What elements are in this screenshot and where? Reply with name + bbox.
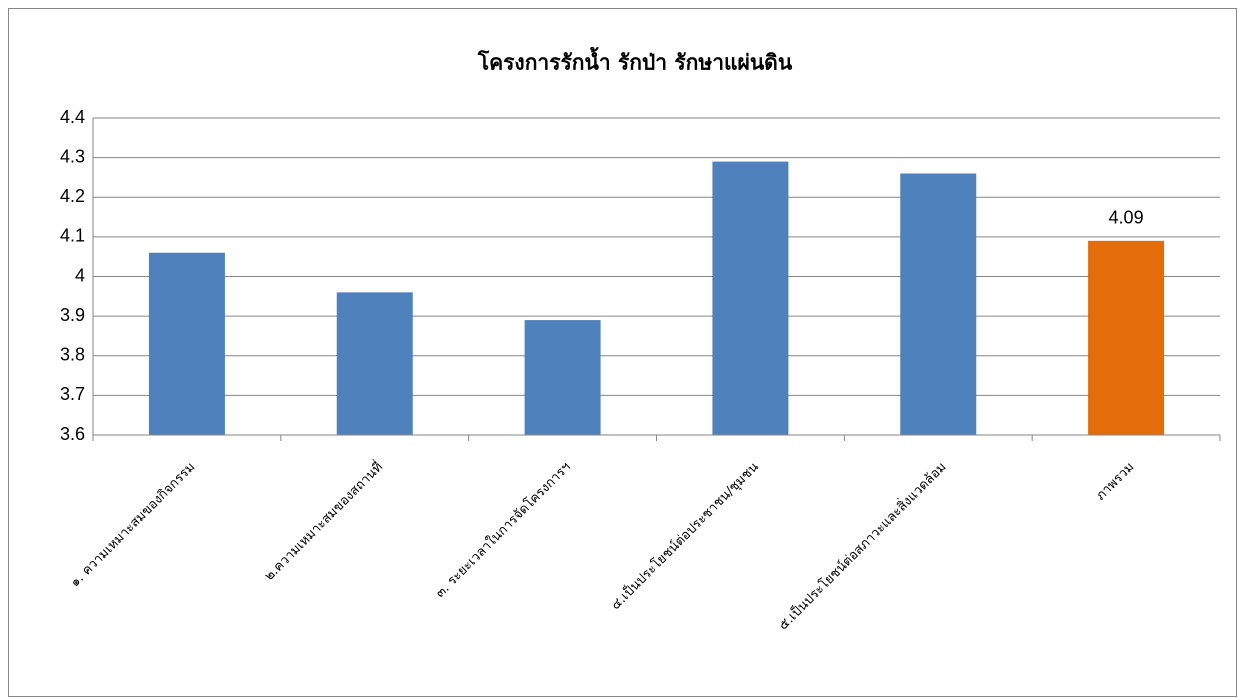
y-tick-label: 4 — [75, 265, 85, 285]
y-tick-label: 3.6 — [60, 424, 85, 444]
bar — [336, 292, 413, 435]
y-tick-label: 4.3 — [60, 146, 85, 166]
y-tick-label: 3.9 — [60, 305, 85, 325]
data-label: 4.09 — [1109, 208, 1144, 228]
y-tick-label: 3.7 — [60, 384, 85, 404]
chart-title: โครงการรักน้ำ รักป่า รักษาแผ่นดิน — [477, 47, 793, 75]
y-tick-label: 4.4 — [60, 107, 85, 127]
bar — [148, 252, 225, 435]
y-tick-label: 3.8 — [60, 345, 85, 365]
y-tick-label: 4.1 — [60, 226, 85, 246]
bar — [712, 161, 789, 435]
bar — [524, 320, 601, 435]
bar — [1088, 240, 1165, 435]
bar — [900, 173, 977, 435]
y-tick-label: 4.2 — [60, 186, 85, 206]
